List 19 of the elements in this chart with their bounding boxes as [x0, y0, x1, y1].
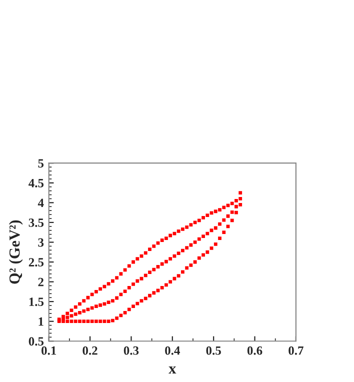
y-tick-label: 1.5	[29, 298, 44, 306]
y-tick-label: 4.5	[28, 179, 44, 188]
x-tick-label: 0.6	[247, 346, 262, 355]
y-tick-label: 2.5	[28, 258, 44, 267]
y-tick-label: 3.5	[28, 218, 44, 227]
y-tick-label: 2	[38, 278, 44, 286]
x-axis-title: x	[168, 366, 176, 374]
x-tick-label: 0.7	[288, 346, 304, 355]
y-tick-label: 0.5	[28, 337, 44, 346]
y-tick-label: 4	[38, 198, 44, 208]
x-tick-label: 0.1	[42, 346, 56, 355]
y-axis-title: Q² (GeV²)	[8, 220, 23, 284]
x-tick-label: 0.4	[165, 346, 180, 355]
x-tick-label: 0.3	[124, 346, 139, 355]
y-tick-label: 5	[38, 159, 44, 168]
y-tick-label: 3	[38, 238, 44, 247]
x-tick-label: 0.2	[82, 346, 98, 355]
y-tick-label: 1	[38, 317, 44, 326]
x-tick-label: 0.5	[206, 346, 221, 355]
